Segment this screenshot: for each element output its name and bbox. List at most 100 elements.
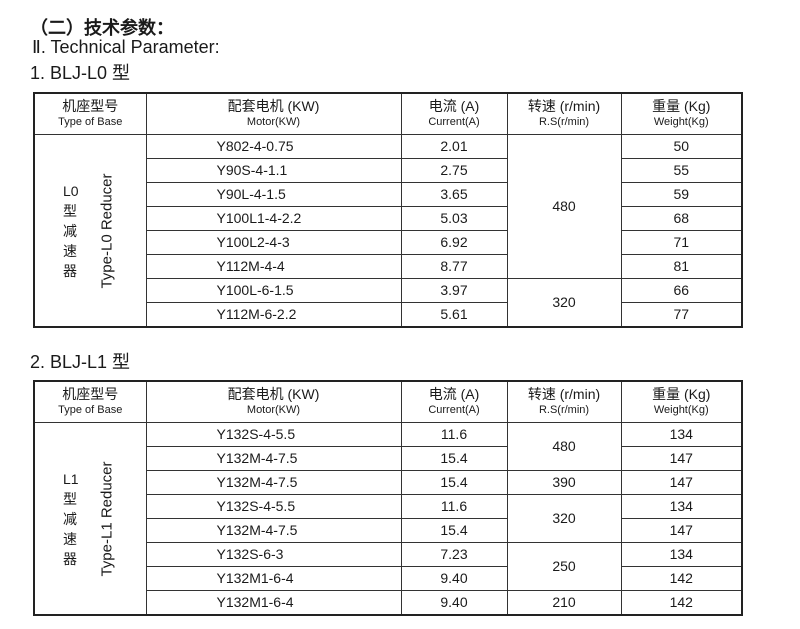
current-cell: 15.4 (400, 470, 508, 495)
speed-cell: 250 (506, 542, 622, 591)
current-cell: 3.65 (400, 182, 508, 207)
table-row: Y132M1-6-4 9.40 142 (34, 566, 743, 591)
current-cell: 3.97 (400, 278, 508, 303)
weight-cell: 77 (620, 302, 743, 328)
header-base-cn: 机座型号 (62, 98, 119, 114)
motor-cell: Y132M-4-7.5 (145, 470, 402, 495)
header-base: 机座型号 Type of Base (33, 92, 147, 135)
header-row: 机座型号 Type of Base 配套电机 (KW) Motor(KW) 电流 (A)… (33, 92, 743, 135)
table-title-l0: 1. BLJ-L0 型 (30, 63, 131, 83)
motor-cell: Y112M-6-2.2 (145, 302, 402, 328)
table-row: Y112M-6-2.2 5.61 77 (34, 302, 743, 328)
base-type-cell: L0型减速器 Type-L0 Reducer (33, 134, 147, 328)
header-motor: 配套电机 (KW) Motor(KW) (145, 92, 402, 135)
header-motor: 配套电机 (KW) Motor(KW) (145, 380, 402, 423)
header-base: 机座型号 Type of Base (33, 380, 147, 423)
header-row: 机座型号 Type of Base 配套电机 (KW) Motor(KW) 电流 (A)… (33, 380, 743, 423)
weight-cell: 134 (620, 422, 743, 447)
speed-cell: 320 (506, 278, 622, 328)
header-motor-cn: 配套电机 (KW) (227, 386, 320, 402)
weight-cell: 147 (620, 518, 743, 543)
motor-cell: Y90S-4-1.1 (145, 158, 402, 183)
section-heading-cn: （二）技术参数： (30, 18, 174, 39)
header-current: 电流 (A) Current(A) (400, 380, 508, 423)
current-cell: 11.6 (400, 422, 508, 447)
weight-cell: 68 (620, 206, 743, 231)
current-cell: 5.03 (400, 206, 508, 231)
weight-cell: 55 (620, 158, 743, 183)
header-base-cn: 机座型号 (62, 386, 119, 402)
header-base-en: Type of Base (58, 116, 123, 128)
table-row: L1型减速器 Type-L1 Reducer Y132S-4-5.5 11.6 480 1… (33, 422, 743, 616)
header-weight-en: Weight(Kg) (653, 404, 709, 416)
spec-table-l1: 机座型号 Type of Base 配套电机 (KW) Motor(KW) 电流 (A)… (33, 380, 743, 616)
section-heading-en: Ⅱ. Technical Parameter: (32, 37, 220, 57)
motor-cell: Y100L-6-1.5 (145, 278, 402, 303)
current-cell: 7.23 (400, 542, 508, 567)
header-weight: 重量 (Kg) Weight(Kg) (620, 380, 743, 423)
header-base-en: Type of Base (58, 404, 123, 416)
header-weight-en: Weight(Kg) (653, 116, 709, 128)
motor-cell: Y100L2-4-3 (145, 230, 402, 255)
header-weight-cn: 重量 (Kg) (652, 386, 711, 402)
current-cell: 11.6 (400, 494, 508, 519)
header-current-en: Current(A) (428, 116, 480, 128)
current-cell: 15.4 (400, 518, 508, 543)
base-type-en: Type-L1 Reducer (98, 460, 116, 577)
motor-cell: Y132M1-6-4 (145, 590, 402, 616)
header-speed: 转速 (r/min) R.S(r/min) (506, 92, 622, 135)
speed-cell: 210 (506, 590, 622, 616)
speed-cell: 320 (506, 494, 622, 543)
current-cell: 15.4 (400, 446, 508, 471)
header-motor-en: Motor(KW) (246, 116, 301, 128)
header-speed-cn: 转速 (r/min) (527, 386, 601, 402)
base-type-cell: L1型减速器 Type-L1 Reducer (33, 422, 147, 616)
table-row: Y132S-4-5.5 11.6 320 134 (34, 494, 743, 543)
spec-table-l0: 机座型号 Type of Base 配套电机 (KW) Motor(KW) 电流 (A)… (33, 92, 743, 328)
header-current-cn: 电流 (A) (428, 98, 480, 114)
current-cell: 2.75 (400, 158, 508, 183)
header-speed-en: R.S(r/min) (538, 116, 590, 128)
base-type-cn: L1型减速器 (63, 470, 79, 567)
header-current-en: Current(A) (428, 404, 480, 416)
table-row: Y132M1-6-4 9.40 210 142 (34, 590, 743, 616)
header-speed: 转速 (r/min) R.S(r/min) (506, 380, 622, 423)
weight-cell: 59 (620, 182, 743, 207)
motor-cell: Y100L1-4-2.2 (145, 206, 402, 231)
current-cell: 5.61 (400, 302, 508, 328)
current-cell: 2.01 (400, 134, 508, 159)
motor-cell: Y112M-4-4 (145, 254, 402, 279)
table-title-l1: 2. BLJ-L1 型 (30, 352, 131, 372)
current-cell: 9.40 (400, 566, 508, 591)
weight-cell: 147 (620, 470, 743, 495)
weight-cell: 142 (620, 590, 743, 616)
speed-cell: 390 (506, 470, 622, 495)
header-weight-cn: 重量 (Kg) (652, 98, 711, 114)
motor-cell: Y802-4-0.75 (145, 134, 402, 159)
weight-cell: 50 (620, 134, 743, 159)
table-row: L0型减速器 Type-L0 Reducer Y802-4-0.75 2.01 480 5… (33, 134, 743, 328)
header-current: 电流 (A) Current(A) (400, 92, 508, 135)
table-row: Y90L-4-1.5 3.65 59 (34, 182, 743, 207)
weight-cell: 142 (620, 566, 743, 591)
motor-cell: Y132M1-6-4 (145, 566, 402, 591)
speed-cell: 480 (506, 134, 622, 279)
speed-cell: 480 (506, 422, 622, 471)
table-row: Y90S-4-1.1 2.75 55 (34, 158, 743, 183)
weight-cell: 71 (620, 230, 743, 255)
header-weight: 重量 (Kg) Weight(Kg) (620, 92, 743, 135)
motor-cell: Y132S-6-3 (145, 542, 402, 567)
current-cell: 8.77 (400, 254, 508, 279)
motor-cell: Y132M-4-7.5 (145, 446, 402, 471)
weight-cell: 134 (620, 542, 743, 567)
header-motor-en: Motor(KW) (246, 404, 301, 416)
table-row: Y100L-6-1.5 3.97 320 66 (34, 278, 743, 328)
weight-cell: 134 (620, 494, 743, 519)
base-type-cn: L0型减速器 (63, 182, 79, 279)
header-speed-en: R.S(r/min) (538, 404, 590, 416)
motor-cell: Y90L-4-1.5 (145, 182, 402, 207)
motor-cell: Y132M-4-7.5 (145, 518, 402, 543)
header-current-cn: 电流 (A) (428, 386, 480, 402)
table-row: Y132M-4-7.5 15.4 147 (34, 446, 743, 471)
header-motor-cn: 配套电机 (KW) (227, 98, 320, 114)
